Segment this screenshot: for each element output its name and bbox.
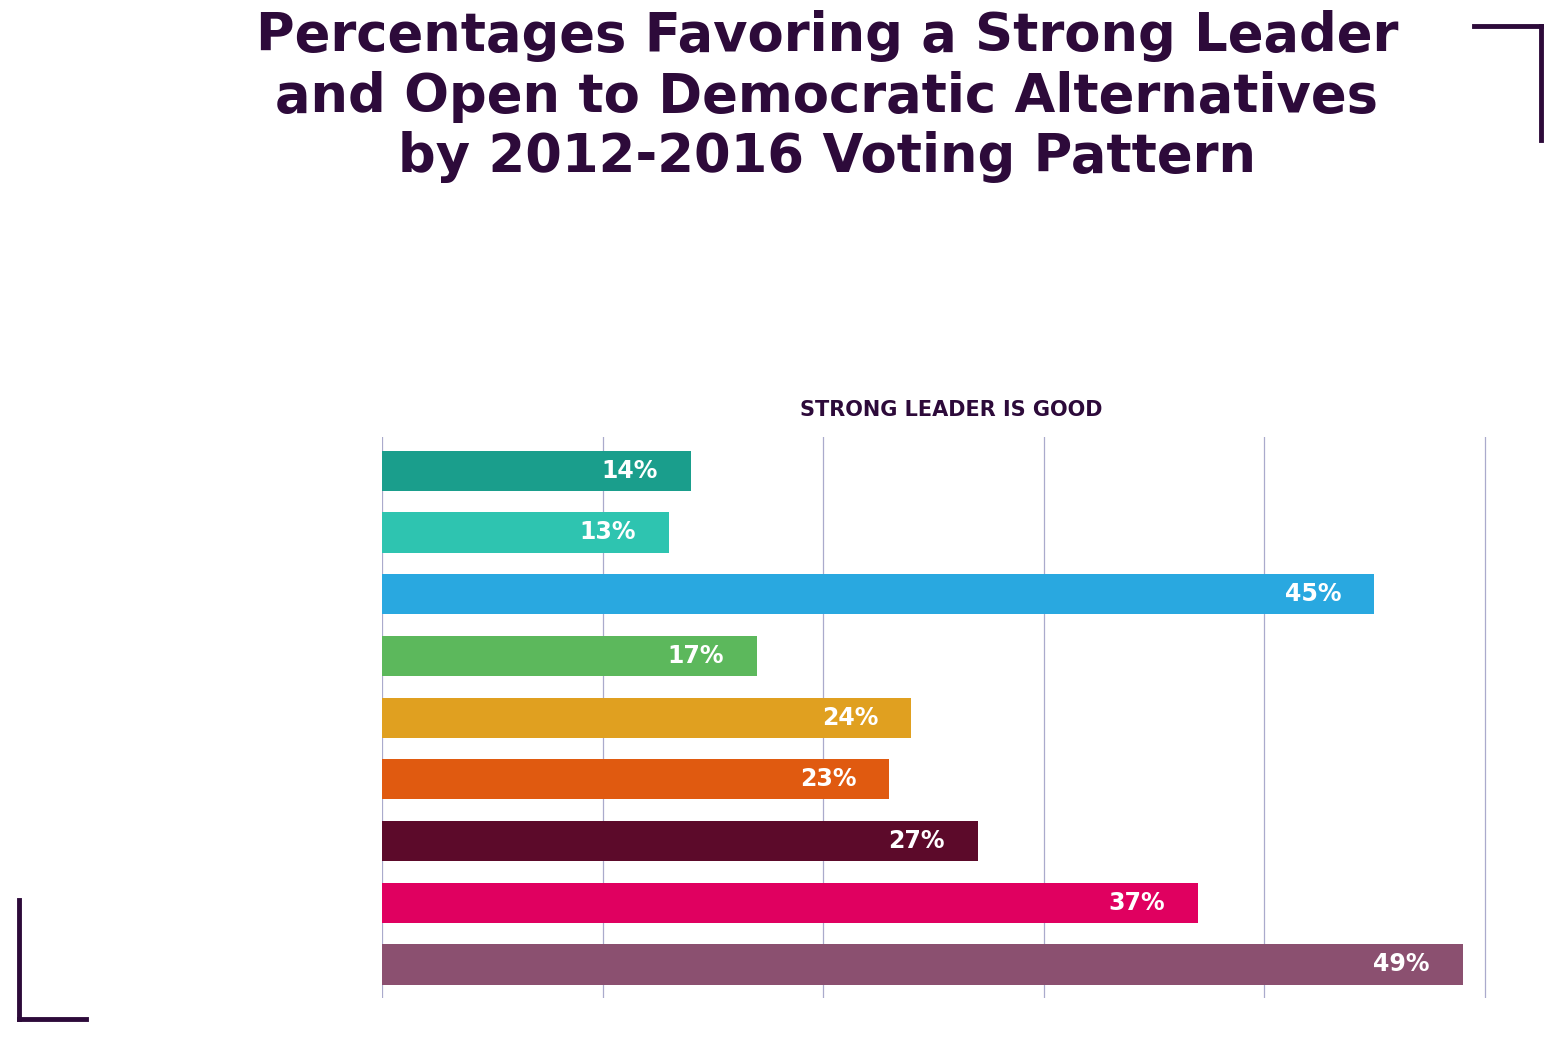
- Text: 17%: 17%: [668, 644, 724, 668]
- Text: 49%: 49%: [1373, 953, 1429, 977]
- Text: 27%: 27%: [888, 829, 944, 853]
- Text: STRONG LEADER IS GOOD: STRONG LEADER IS GOOD: [800, 400, 1103, 420]
- Bar: [382, 759, 889, 800]
- Bar: [382, 635, 757, 676]
- Bar: [382, 574, 1374, 615]
- Bar: [382, 821, 978, 861]
- Bar: [382, 450, 691, 491]
- Text: 24%: 24%: [822, 705, 878, 730]
- Text: 13%: 13%: [579, 520, 636, 545]
- Text: 23%: 23%: [800, 768, 856, 791]
- Bar: [382, 698, 911, 737]
- Bar: [382, 883, 1198, 922]
- Bar: [382, 513, 669, 552]
- Text: 45%: 45%: [1285, 582, 1342, 606]
- Text: Percentages Favoring a Strong Leader
and Open to Democratic Alternatives
by 2012: Percentages Favoring a Strong Leader and…: [256, 10, 1398, 183]
- Text: 37%: 37%: [1108, 890, 1165, 915]
- Text: 14%: 14%: [602, 459, 658, 483]
- Bar: [382, 944, 1463, 985]
